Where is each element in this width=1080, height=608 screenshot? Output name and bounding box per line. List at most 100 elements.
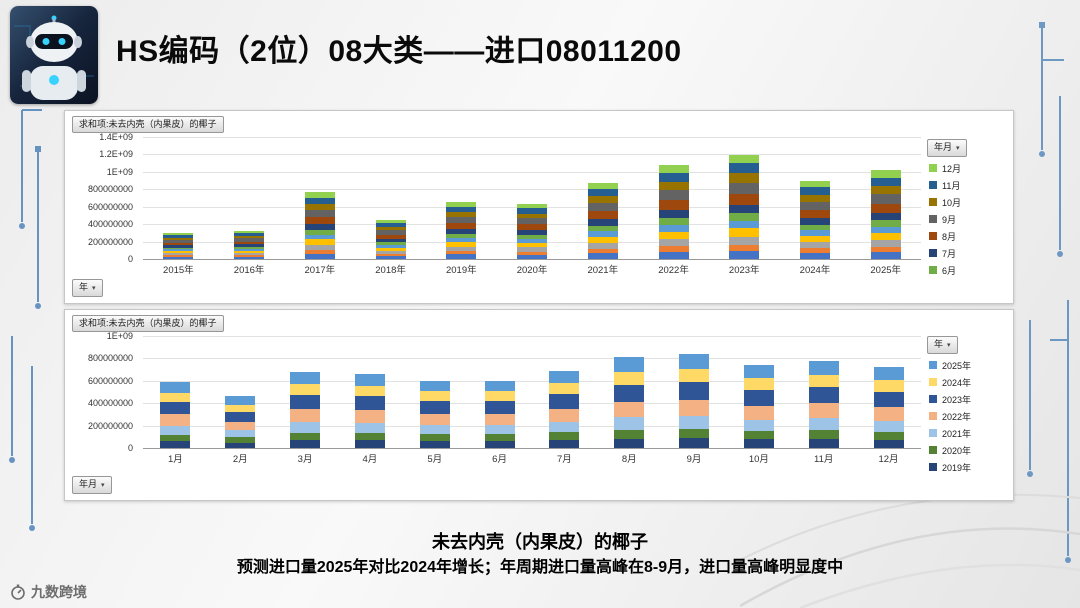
bar-segment	[870, 177, 901, 187]
bar-segment	[354, 422, 385, 433]
bar-segment	[873, 367, 904, 381]
bar-segment	[517, 242, 548, 248]
legend-swatch	[929, 164, 937, 173]
y-tick-label: 1E+09	[106, 166, 133, 177]
legend: 年 2025年 2024年 2023年 2022年 2021年 2020年 2019年	[927, 336, 1007, 474]
bar-segment	[375, 241, 406, 245]
x-tick-label: 2019年	[445, 265, 477, 276]
bar-segment	[290, 371, 321, 385]
robot-avatar	[10, 6, 98, 104]
legend-label: 2025年	[942, 360, 972, 371]
bar-segment	[517, 213, 548, 219]
bar-segment	[799, 224, 830, 231]
bar-segment	[163, 242, 194, 246]
bar-segment	[304, 204, 335, 211]
bar-segment	[870, 239, 901, 247]
bar-segment	[375, 247, 406, 251]
bar-segment	[729, 204, 760, 214]
legend-item: 2024年	[927, 376, 1007, 389]
legend-label: 2022年	[942, 411, 972, 422]
bar-segment	[446, 223, 477, 230]
y-tick-label: 400000000	[87, 398, 133, 409]
bar-segment	[799, 242, 830, 249]
bar-segment	[304, 217, 335, 225]
bar-column	[497, 137, 568, 259]
circuit-decoration-left	[9, 109, 42, 531]
x-tick-label: 7月	[556, 454, 572, 465]
bar-segment	[160, 392, 191, 402]
bar-segment	[163, 251, 194, 254]
bar-segment	[679, 382, 710, 400]
bar-segment	[679, 368, 710, 383]
bar-segment	[729, 228, 760, 237]
bar-segment	[658, 246, 689, 252]
bars-row	[143, 336, 921, 448]
bar-segment	[225, 442, 256, 448]
bar-segment	[304, 210, 335, 218]
bar-segment	[517, 234, 548, 239]
bar-segment	[234, 236, 265, 239]
bar-segment	[290, 432, 321, 441]
axis-filter-button[interactable]: 年月	[72, 476, 112, 494]
stacked-bar	[808, 336, 839, 448]
bar-segment	[419, 425, 450, 435]
legend-item: 2020年	[927, 444, 1007, 457]
circuit-decoration-right	[1027, 22, 1071, 563]
bar-segment	[234, 248, 265, 251]
stacked-bar	[234, 137, 265, 259]
y-tick-label: 600000000	[87, 375, 133, 386]
legend-filter-button[interactable]: 年	[927, 336, 958, 354]
legend-label: 2021年	[942, 428, 972, 439]
bar-segment	[743, 439, 774, 448]
bar-segment	[729, 250, 760, 259]
bar-segment	[799, 187, 830, 195]
pivot-value-field-button[interactable]: 求和项:未去内壳（内果皮）的椰子	[72, 315, 224, 333]
bar-segment	[658, 238, 689, 247]
bar-segment	[799, 230, 830, 237]
bar-segment	[354, 374, 385, 386]
x-tick-label: 2021年	[587, 265, 619, 276]
bar-column	[284, 137, 355, 259]
pivot-value-field-button[interactable]: 求和项:未去内壳（内果皮）的椰子	[72, 116, 224, 134]
bar-segment	[587, 248, 618, 253]
bar-segment	[658, 217, 689, 225]
x-tick-label: 2023年	[728, 265, 760, 276]
y-tick-label: 1E+09	[106, 331, 133, 341]
axis-filter-button[interactable]: 年	[72, 279, 103, 297]
footer-product-name: 未去内壳（内果皮）的椰子	[432, 532, 648, 552]
bar-segment	[290, 440, 321, 448]
bar-column	[402, 336, 467, 448]
legend-filter-button[interactable]: 年月	[927, 139, 967, 157]
bar-segment	[679, 428, 710, 439]
bar-segment	[587, 219, 618, 226]
bar-segment	[587, 242, 618, 249]
bar-segment	[799, 248, 830, 253]
x-tick-label: 2018年	[375, 265, 406, 276]
bar-segment	[446, 229, 477, 234]
legend-swatch	[929, 198, 937, 207]
stacked-bar	[549, 336, 580, 448]
y-tick-label: 400000000	[87, 219, 133, 230]
bar-segment	[614, 438, 645, 448]
bar-segment	[517, 230, 548, 235]
bar-segment	[304, 239, 335, 245]
bar-segment	[484, 380, 515, 392]
stacked-bar	[614, 336, 645, 448]
bar-segment	[799, 180, 830, 188]
bar-segment	[549, 421, 580, 433]
bar-segment	[375, 230, 406, 235]
bar-segment	[549, 383, 580, 395]
bar-segment	[517, 208, 548, 214]
y-tick-label: 0	[127, 254, 133, 264]
bar-segment	[304, 234, 335, 240]
bar-segment	[873, 431, 904, 440]
bar-segment	[160, 434, 191, 442]
bar-segment	[163, 255, 194, 257]
bar-segment	[587, 189, 618, 197]
legend-swatch	[929, 378, 937, 387]
legend-label: 9月	[942, 214, 957, 225]
legend-label: 2023年	[942, 394, 972, 405]
plot-area	[143, 137, 921, 260]
bar-segment	[729, 220, 760, 229]
